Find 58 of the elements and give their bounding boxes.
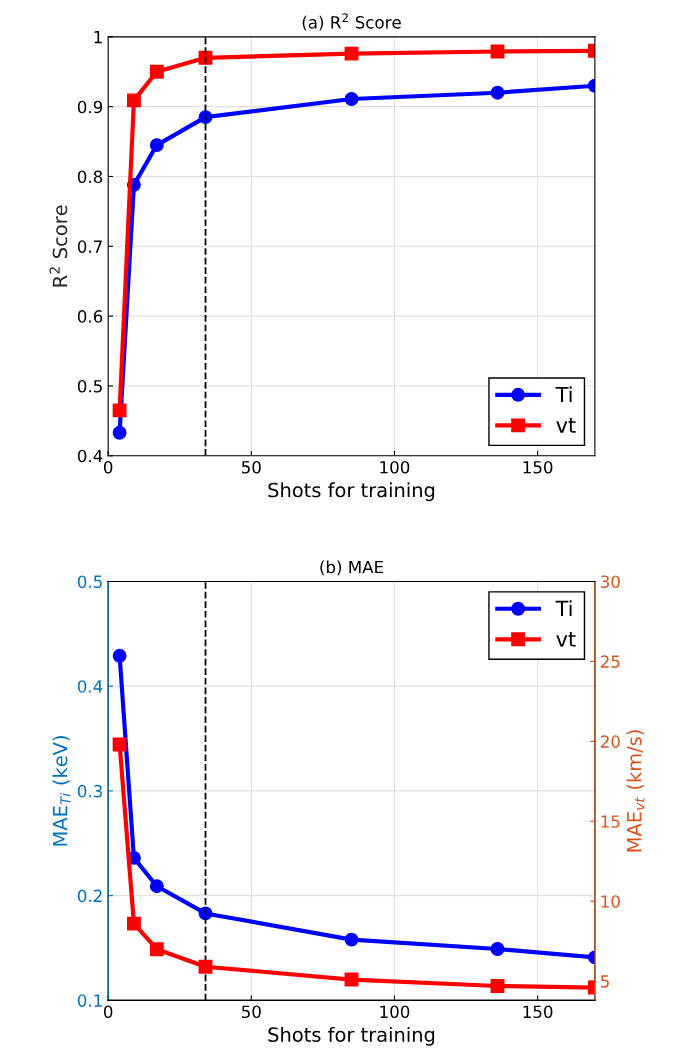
- point: [149, 942, 164, 957]
- point: [490, 979, 505, 993]
- point: [198, 50, 213, 65]
- x-axis-title: Shots for training: [268, 1026, 435, 1046]
- point: [112, 648, 127, 663]
- y-tick-label: 0.4: [77, 680, 103, 693]
- y2-tick-label: 30: [601, 575, 620, 589]
- y-tick-label: 0.9: [77, 100, 103, 114]
- point: [126, 916, 141, 931]
- x-tick-label: 100: [380, 1005, 410, 1019]
- y2-axis-title: MAE$_{vt}$ (km/s): [626, 730, 645, 852]
- x-tick-label: 0: [103, 1005, 113, 1019]
- point: [490, 942, 505, 956]
- y-tick-label: 0.5: [77, 379, 102, 393]
- chart-title: (b) MAE: [320, 560, 384, 576]
- point: [126, 93, 141, 108]
- y-tick-label: 0.5: [77, 575, 102, 589]
- y-tick-label: 0.4: [77, 449, 103, 463]
- y-tick-label: 1: [94, 31, 102, 44]
- x-axis-title: Shots for training: [268, 482, 435, 502]
- y-tick-label: 0.8: [77, 170, 103, 184]
- x-tick-label: 100: [380, 460, 410, 474]
- point: [149, 879, 164, 894]
- legend-label: Ti: [555, 386, 572, 403]
- y2-tick-label: 20: [600, 735, 620, 748]
- y2-tick-label: 10: [601, 895, 620, 908]
- y-tick-label: 0.7: [77, 240, 102, 253]
- point: [344, 46, 359, 61]
- y-tick-label: 0.1: [77, 994, 102, 1007]
- y2-tick-label: 5: [601, 975, 609, 988]
- y-tick-label: 0.2: [77, 889, 102, 903]
- y2-tick-label: 15: [601, 815, 620, 828]
- y-tick-label: 0.3: [77, 784, 102, 798]
- point: [344, 972, 359, 987]
- x-tick-label: 50: [242, 1005, 261, 1019]
- x-tick-label: 50: [242, 460, 261, 474]
- point: [490, 85, 505, 100]
- point: [112, 403, 127, 418]
- legend-label: vt: [556, 631, 576, 647]
- point: [149, 64, 164, 79]
- point: [112, 737, 127, 752]
- point: [198, 110, 213, 125]
- x-tick-label: 0: [103, 460, 113, 474]
- legend-label: vt: [556, 418, 576, 433]
- point: [198, 906, 213, 921]
- y-axis-title: MAE$_{Ti}$ (keV): [52, 736, 71, 846]
- y2-tick-label: 25: [600, 655, 620, 668]
- point: [149, 138, 164, 153]
- y-tick-label: 0.6: [77, 310, 103, 323]
- x-tick-label: 150: [523, 460, 553, 474]
- point: [344, 92, 359, 106]
- x-tick-label: 150: [523, 1005, 553, 1019]
- point: [198, 959, 213, 974]
- y-axis-title: R$^{2}$ Score: [49, 205, 68, 287]
- point: [344, 932, 359, 947]
- chart-title: (a) R$^{2}$ Score: [302, 13, 401, 31]
- point: [112, 425, 127, 440]
- legend-label: Ti: [555, 600, 572, 617]
